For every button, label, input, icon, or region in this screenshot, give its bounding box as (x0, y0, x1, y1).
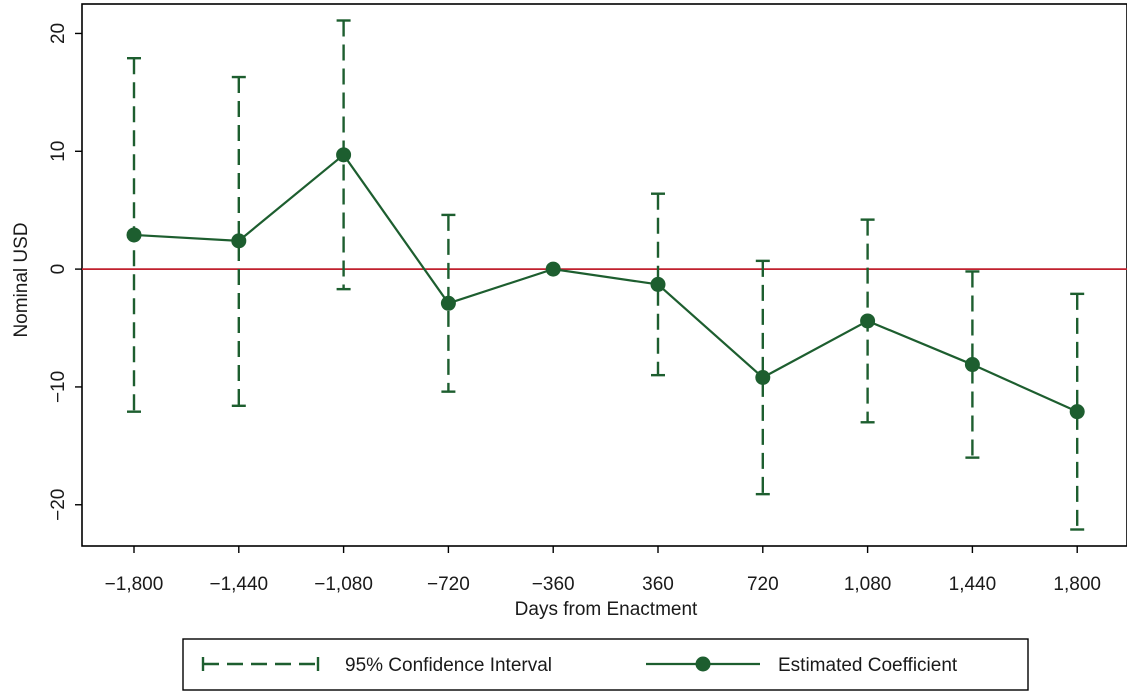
y-tick-label-4: −20 (48, 489, 69, 521)
x-tick-label-7: 1,080 (844, 574, 892, 595)
x-tick-label-5: 360 (642, 574, 674, 595)
data-point-6 (755, 370, 771, 386)
data-point-0 (126, 227, 142, 243)
x-axis-label: Days from Enactment (515, 599, 698, 620)
legend-series-marker (695, 656, 711, 672)
plot-frame (81, 3, 1127, 547)
x-tick-label-4: −360 (532, 574, 575, 595)
x-tick-label-0: −1,800 (105, 574, 164, 595)
data-point-4 (545, 261, 561, 277)
x-tick-label-9: 1,800 (1053, 574, 1101, 595)
series-layer (126, 147, 1085, 420)
data-point-1 (231, 233, 247, 249)
data-point-5 (650, 276, 666, 292)
x-tick-label-2: −1,080 (314, 574, 373, 595)
legend: 95% Confidence Interval Estimated Coeffi… (182, 638, 1029, 691)
y-tick-label-3: −10 (48, 371, 69, 403)
data-point-3 (440, 295, 456, 311)
legend-ci-key (201, 657, 320, 671)
x-tick-label-3: −720 (427, 574, 470, 595)
x-tick-label-6: 720 (747, 574, 779, 595)
y-tick-label-1: 10 (48, 141, 69, 162)
data-point-8 (964, 357, 980, 373)
data-point-2 (336, 147, 352, 163)
legend-series-key (646, 656, 760, 672)
x-tick-label-1: −1,440 (209, 574, 268, 595)
y-tick-label-2: 0 (48, 264, 69, 275)
legend-series-label: Estimated Coefficient (778, 655, 958, 676)
data-point-7 (860, 313, 876, 329)
legend-box (182, 638, 1029, 691)
legend-ci-label: 95% Confidence Interval (345, 655, 552, 676)
y-axis: 20 10 0 −10 −20 (48, 23, 82, 521)
x-axis: −1,800 −1,440 −1,080 −720 −360 360 720 1,080 1,4… (105, 546, 1101, 595)
confidence-interval-layer (127, 19, 1085, 531)
data-point-9 (1069, 404, 1085, 420)
series-line-0 (133, 153, 1078, 413)
y-tick-label-0: 20 (48, 23, 69, 44)
x-tick-label-8: 1,440 (949, 574, 997, 595)
y-axis-label: Nominal USD (11, 222, 32, 337)
